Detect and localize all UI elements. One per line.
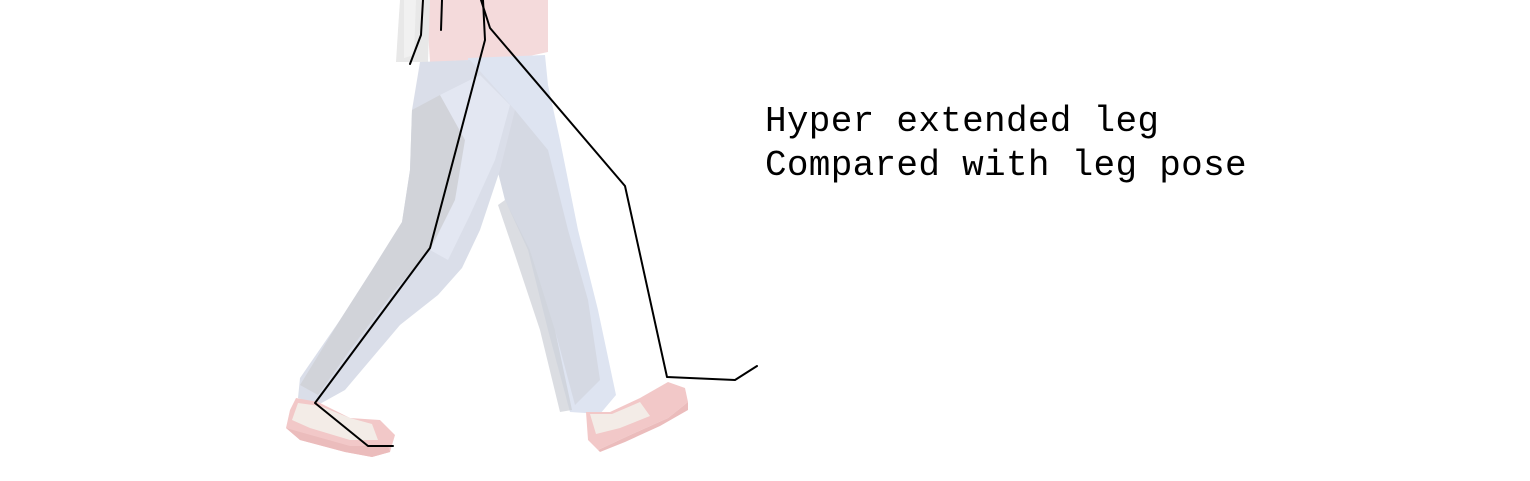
- shirt: [396, 0, 548, 62]
- back-shoe: [586, 382, 688, 452]
- hyper-extended-leg-line: [480, 0, 758, 381]
- spine-line-mid: [440, 0, 443, 31]
- leg-pose-line: [314, 0, 486, 447]
- character-figure: [286, 0, 688, 457]
- front-shoe: [286, 398, 395, 457]
- spine-line-short: [409, 0, 424, 65]
- caption-compared-with-leg-pose: Compared with leg pose: [765, 145, 1247, 186]
- caption-hyper-extended-leg: Hyper extended leg: [765, 101, 1160, 142]
- front-leg: [298, 60, 515, 405]
- skeleton-lines: [314, 0, 758, 447]
